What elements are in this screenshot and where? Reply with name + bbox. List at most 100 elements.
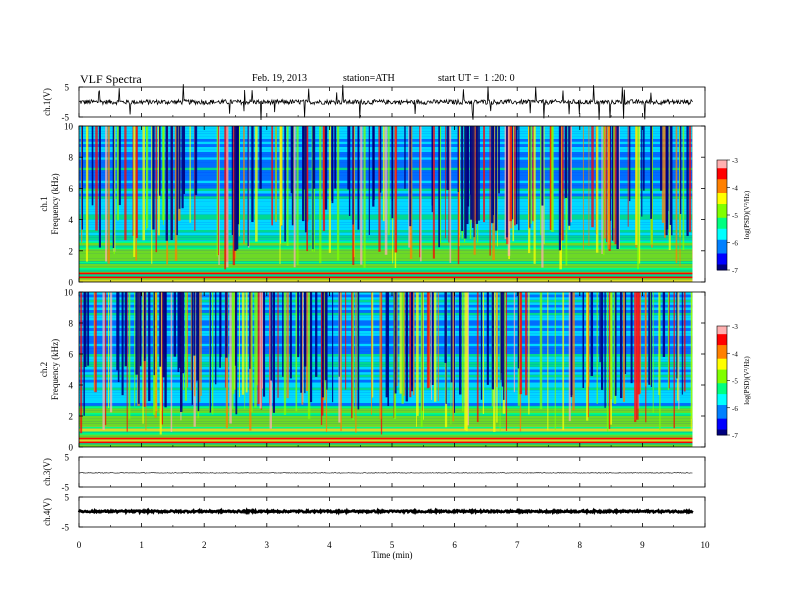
sferic-streak bbox=[307, 292, 311, 419]
quiet-gap bbox=[558, 126, 562, 251]
quiet-gap bbox=[191, 292, 193, 405]
colorbar-segment bbox=[717, 326, 727, 330]
sferic-streak bbox=[489, 126, 491, 256]
sferic-streak bbox=[461, 292, 464, 412]
quiet-gap bbox=[247, 126, 249, 247]
quiet-gap bbox=[616, 126, 619, 250]
quiet-gap bbox=[630, 292, 633, 384]
freq-band bbox=[79, 428, 693, 432]
colorbar-segment bbox=[717, 355, 727, 360]
narrowband-line bbox=[79, 412, 693, 415]
quiet-gap bbox=[582, 292, 585, 389]
sferic-streak bbox=[497, 126, 498, 247]
sferic-streak bbox=[426, 292, 430, 389]
sferic-streak bbox=[683, 292, 686, 392]
colorbar-tick-label: -5 bbox=[732, 378, 738, 386]
sferic-streak bbox=[371, 292, 374, 398]
y-tick-label: 2 bbox=[69, 246, 74, 256]
colorbar-segment bbox=[717, 250, 727, 254]
sferic-streak bbox=[146, 126, 149, 229]
x-tick-label: 5 bbox=[390, 540, 395, 550]
colorbar-segment bbox=[717, 353, 727, 357]
quiet-gap bbox=[121, 292, 124, 396]
colorbar-segment bbox=[717, 267, 727, 271]
quiet-gap bbox=[170, 126, 173, 241]
colorbar-tick-label: -3 bbox=[732, 157, 738, 165]
colorbar-segment bbox=[717, 413, 727, 417]
quiet-gap bbox=[624, 292, 627, 374]
sferic-streak bbox=[402, 292, 405, 396]
sferic-streak bbox=[232, 126, 236, 266]
quiet-gap bbox=[302, 126, 305, 222]
sferic-streak bbox=[561, 126, 564, 241]
quiet-gap bbox=[686, 126, 689, 237]
sferic-streak bbox=[596, 292, 598, 404]
y-tick-label: -5 bbox=[62, 113, 70, 123]
sferic-streak bbox=[529, 126, 532, 224]
colorbar-tick-label: -4 bbox=[732, 350, 738, 358]
colorbar-segment bbox=[717, 396, 727, 401]
sferic-streak bbox=[363, 126, 366, 268]
colorbar-segment bbox=[717, 237, 727, 241]
quiet-gap bbox=[326, 292, 328, 390]
sferic-streak bbox=[606, 292, 609, 432]
quiet-gap bbox=[297, 292, 300, 358]
freq-band bbox=[79, 408, 693, 411]
sferic-streak bbox=[113, 126, 115, 255]
quiet-gap bbox=[284, 126, 286, 242]
x-tick-label: 10 bbox=[701, 540, 711, 550]
quiet-gap bbox=[225, 292, 228, 358]
sferic-streak bbox=[245, 292, 248, 393]
sferic-streak bbox=[528, 292, 530, 415]
colorbar-segment bbox=[717, 380, 727, 384]
sferic-streak bbox=[533, 126, 536, 264]
sferic-streak bbox=[322, 126, 326, 232]
signal-trace bbox=[78, 84, 693, 121]
panel-3 bbox=[78, 291, 730, 448]
quiet-gap bbox=[669, 126, 672, 225]
colorbar-segment bbox=[717, 366, 727, 371]
colorbar-segment bbox=[717, 165, 727, 169]
sferic-streak bbox=[572, 292, 575, 411]
quiet-gap bbox=[404, 126, 406, 189]
quiet-gap bbox=[272, 292, 275, 413]
quiet-gap bbox=[478, 126, 480, 221]
quiet-gap bbox=[461, 126, 464, 232]
colorbar-segment bbox=[717, 228, 727, 232]
sferic-streak bbox=[419, 126, 421, 258]
quiet-gap bbox=[409, 126, 412, 227]
sferic-streak bbox=[689, 126, 692, 232]
colorbar-segment bbox=[717, 426, 727, 431]
sferic-streak bbox=[132, 126, 134, 237]
quiet-gap bbox=[641, 126, 643, 217]
colorbar-segment bbox=[717, 375, 727, 379]
y-tick-label: 5 bbox=[65, 493, 70, 503]
quiet-gap bbox=[183, 126, 186, 195]
colorbar-segment bbox=[717, 234, 727, 238]
sferic-streak bbox=[673, 292, 675, 429]
sferic-streak bbox=[638, 126, 641, 264]
sferic-streak bbox=[568, 292, 571, 422]
sferic-streak bbox=[323, 292, 326, 401]
quiet-gap bbox=[518, 126, 520, 231]
quiet-gap bbox=[459, 292, 462, 395]
quiet-gap bbox=[304, 126, 307, 233]
sferic-streak bbox=[432, 126, 435, 259]
colorbar-segment bbox=[717, 361, 727, 365]
sferic-streak bbox=[371, 292, 372, 415]
quiet-gap bbox=[152, 126, 155, 230]
quiet-gap bbox=[165, 126, 168, 241]
colorbar-segment bbox=[717, 328, 727, 332]
quiet-gap bbox=[312, 126, 316, 189]
colorbar-segment bbox=[717, 410, 727, 414]
freq-band bbox=[79, 410, 693, 414]
sferic-streak bbox=[401, 292, 404, 404]
sferic-streak bbox=[161, 292, 164, 425]
quiet-gap bbox=[193, 292, 196, 356]
freq-band bbox=[79, 431, 693, 435]
sferic-streak bbox=[678, 292, 680, 410]
x-tick-label: 6 bbox=[452, 540, 457, 550]
quiet-gap bbox=[472, 126, 474, 228]
sferic-streak bbox=[549, 126, 552, 230]
colorbar-segment bbox=[717, 331, 727, 335]
